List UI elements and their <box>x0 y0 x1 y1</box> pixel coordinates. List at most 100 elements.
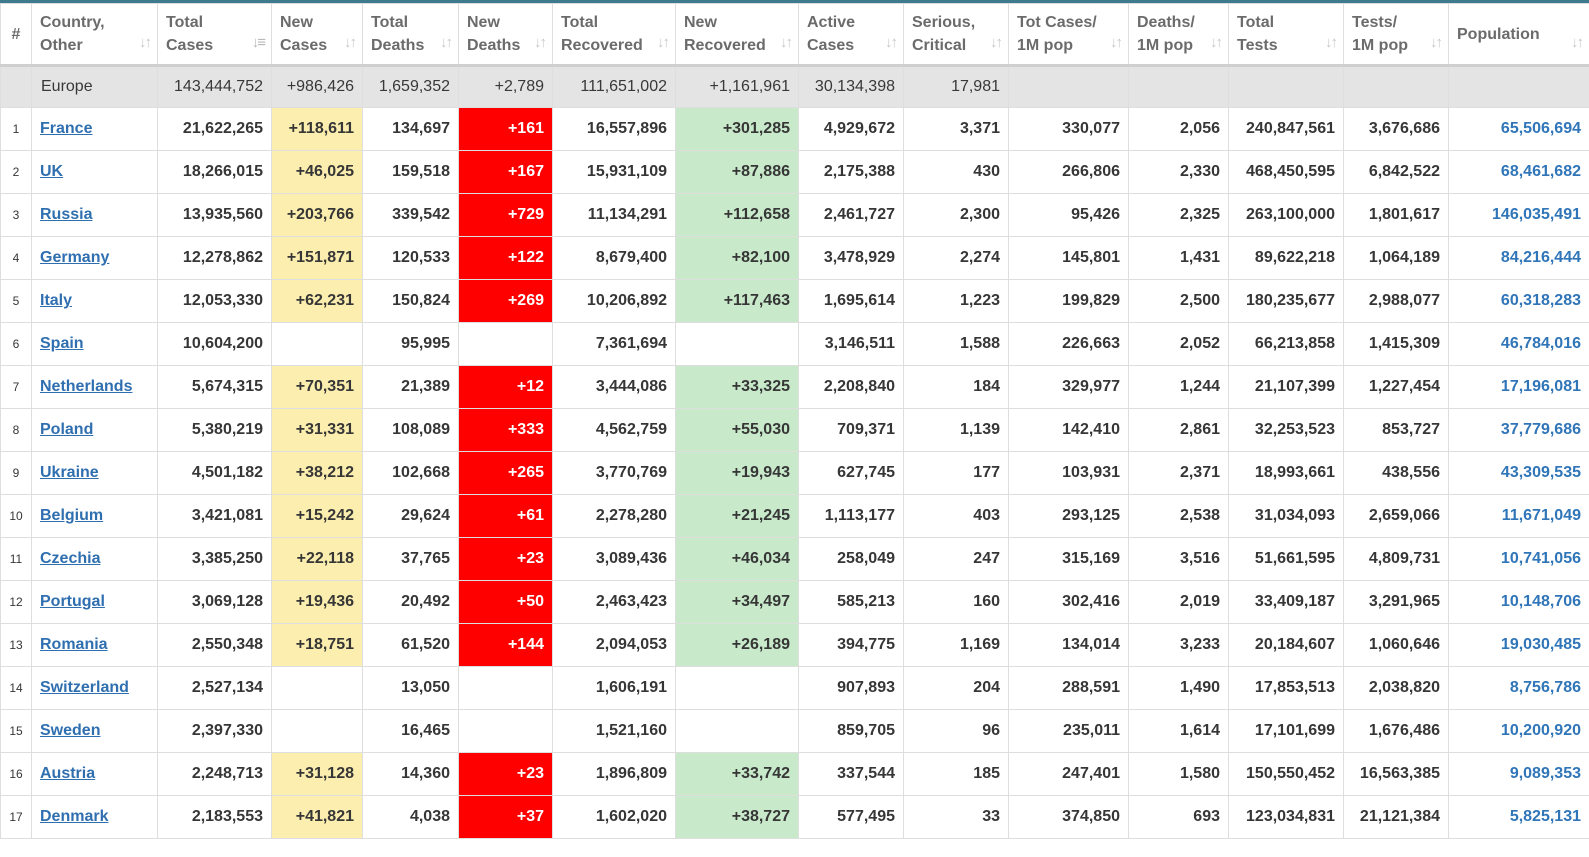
cell-active-cases: 1,695,614 <box>798 279 904 323</box>
cell-total-deaths: 95,995 <box>362 322 459 366</box>
column-header-line2: Cases <box>166 37 214 54</box>
cell-new-recovered: +34,497 <box>675 580 799 624</box>
country-link[interactable]: Switzerland <box>40 679 129 696</box>
sort-arrows-icon[interactable]: ↓↑ <box>885 34 898 51</box>
cell-index: 8 <box>0 408 32 452</box>
column-header-line2: Critical <box>912 37 967 54</box>
country-link[interactable]: Belgium <box>40 507 104 524</box>
cell-total-tests: 263,100,000 <box>1228 193 1344 237</box>
sort-arrows-icon[interactable]: ↓↑ <box>657 34 670 51</box>
cell-country: France <box>31 107 158 151</box>
sort-desc-icon[interactable]: ↓≡ <box>251 34 266 51</box>
column-header-line1: New <box>280 14 313 31</box>
country-link[interactable]: Germany <box>40 249 110 266</box>
cell-cases-per-1m: 199,829 <box>1008 279 1129 323</box>
cell-cases-per-1m: 95,426 <box>1008 193 1129 237</box>
top-accent-line <box>0 0 1589 3</box>
country-link[interactable]: Poland <box>40 421 94 438</box>
column-header-line2: Deaths <box>467 37 521 54</box>
cell-index: 16 <box>0 752 32 796</box>
sort-arrows-icon[interactable]: ↓↑ <box>780 34 793 51</box>
cell-total-cases: 2,183,553 <box>157 795 272 839</box>
region-total-recovered: 111,651,002 <box>552 65 676 108</box>
cell-serious-critical: 2,300 <box>903 193 1009 237</box>
cell-total-deaths: 29,624 <box>362 494 459 538</box>
cell-population: 19,030,485 <box>1448 623 1589 667</box>
column-header-cases-per-1m[interactable]: Tot Cases/1M pop ↓↑ <box>1008 3 1129 67</box>
column-header-new-deaths[interactable]: New Deaths ↓↑ <box>458 3 553 67</box>
sort-arrows-icon[interactable]: ↓↑ <box>534 34 547 51</box>
sort-arrows-icon[interactable]: ↓↑ <box>1110 34 1123 51</box>
cell-total-recovered: 16,557,896 <box>552 107 676 151</box>
cell-population: 8,756,786 <box>1448 666 1589 710</box>
cell-active-cases: 2,208,840 <box>798 365 904 409</box>
cell-deaths-per-1m: 1,580 <box>1128 752 1229 796</box>
cell-new-cases: +46,025 <box>271 150 363 194</box>
sort-arrows-icon[interactable]: ↓↑ <box>990 34 1003 51</box>
country-link[interactable]: Czechia <box>40 550 101 567</box>
sort-arrows-icon[interactable]: ↓↑ <box>1210 34 1223 51</box>
cell-total-tests: 150,550,452 <box>1228 752 1344 796</box>
cell-tests-per-1m: 1,415,309 <box>1343 322 1449 366</box>
table-header: # Country, Other ↓↑ Total Cases ↓≡ New Cases ↓↑ To… <box>0 3 1589 67</box>
column-header-line2: 1M pop <box>1137 37 1193 54</box>
cell-total-deaths: 16,465 <box>362 709 459 753</box>
country-link[interactable]: Romania <box>40 636 108 653</box>
column-header-new-recovered[interactable]: New Recovered ↓↑ <box>675 3 799 67</box>
cell-total-cases: 2,527,134 <box>157 666 272 710</box>
country-link[interactable]: Portugal <box>40 593 105 610</box>
column-header-serious-critical[interactable]: Serious, Critical ↓↑ <box>903 3 1009 67</box>
country-link[interactable]: France <box>40 120 93 137</box>
sort-arrows-icon[interactable]: ↓↑ <box>1571 34 1584 51</box>
country-link[interactable]: Russia <box>40 206 93 223</box>
country-link[interactable]: Denmark <box>40 808 109 825</box>
cell-cases-per-1m: 374,850 <box>1008 795 1129 839</box>
cell-total-deaths: 37,765 <box>362 537 459 581</box>
column-header-index[interactable]: # <box>0 3 32 67</box>
column-header-total-tests[interactable]: Total Tests ↓↑ <box>1228 3 1344 67</box>
column-header-total-deaths[interactable]: Total Deaths ↓↑ <box>362 3 459 67</box>
cell-new-recovered: +55,030 <box>675 408 799 452</box>
cell-population: 84,216,444 <box>1448 236 1589 280</box>
column-header-total-cases[interactable]: Total Cases ↓≡ <box>157 3 272 67</box>
cell-new-deaths: +729 <box>458 193 553 237</box>
cell-serious-critical: 247 <box>903 537 1009 581</box>
column-header-tests-per-1m[interactable]: Tests/1M pop ↓↑ <box>1343 3 1449 67</box>
table-row: 16 Austria 2,248,713 +31,128 14,360 +23 1,896,… <box>0 752 1589 796</box>
cell-total-tests: 240,847,561 <box>1228 107 1344 151</box>
header-row: # Country, Other ↓↑ Total Cases ↓≡ New Cases ↓↑ To… <box>0 3 1589 67</box>
cell-total-tests: 18,993,661 <box>1228 451 1344 495</box>
country-link[interactable]: Netherlands <box>40 378 133 395</box>
column-header-country[interactable]: Country, Other ↓↑ <box>31 3 158 67</box>
country-link[interactable]: Austria <box>40 765 96 782</box>
column-header-new-cases[interactable]: New Cases ↓↑ <box>271 3 363 67</box>
country-link[interactable]: UK <box>40 163 64 180</box>
cell-total-recovered: 3,444,086 <box>552 365 676 409</box>
cell-new-recovered: +117,463 <box>675 279 799 323</box>
column-header-total-recovered[interactable]: Total Recovered ↓↑ <box>552 3 676 67</box>
column-header-population[interactable]: Population ↓↑ <box>1448 3 1589 67</box>
cell-population: 5,825,131 <box>1448 795 1589 839</box>
cell-cases-per-1m: 247,401 <box>1008 752 1129 796</box>
country-link[interactable]: Spain <box>40 335 84 352</box>
cell-deaths-per-1m: 3,233 <box>1128 623 1229 667</box>
table-row: 1 France 21,622,265 +118,611 134,697 +161 16,5… <box>0 107 1589 151</box>
country-link[interactable]: Italy <box>40 292 73 309</box>
sort-arrows-icon[interactable]: ↓↑ <box>344 34 357 51</box>
cell-cases-per-1m: 330,077 <box>1008 107 1129 151</box>
cell-new-cases: +18,751 <box>271 623 363 667</box>
country-link[interactable]: Sweden <box>40 722 101 739</box>
table-body: Europe 143,444,752 +986,426 1,659,352 +2… <box>0 65 1589 839</box>
sort-arrows-icon[interactable]: ↓↑ <box>139 34 152 51</box>
sort-arrows-icon[interactable]: ↓↑ <box>1325 34 1338 51</box>
cell-total-recovered: 2,278,280 <box>552 494 676 538</box>
column-header-deaths-per-1m[interactable]: Deaths/1M pop ↓↑ <box>1128 3 1229 67</box>
column-header-active-cases[interactable]: Active Cases ↓↑ <box>798 3 904 67</box>
sort-arrows-icon[interactable]: ↓↑ <box>440 34 453 51</box>
cell-active-cases: 2,175,388 <box>798 150 904 194</box>
sort-arrows-icon[interactable]: ↓↑ <box>1430 34 1443 51</box>
country-link[interactable]: Ukraine <box>40 464 99 481</box>
cell-total-tests: 31,034,093 <box>1228 494 1344 538</box>
cell-total-cases: 21,622,265 <box>157 107 272 151</box>
cell-total-tests: 468,450,595 <box>1228 150 1344 194</box>
